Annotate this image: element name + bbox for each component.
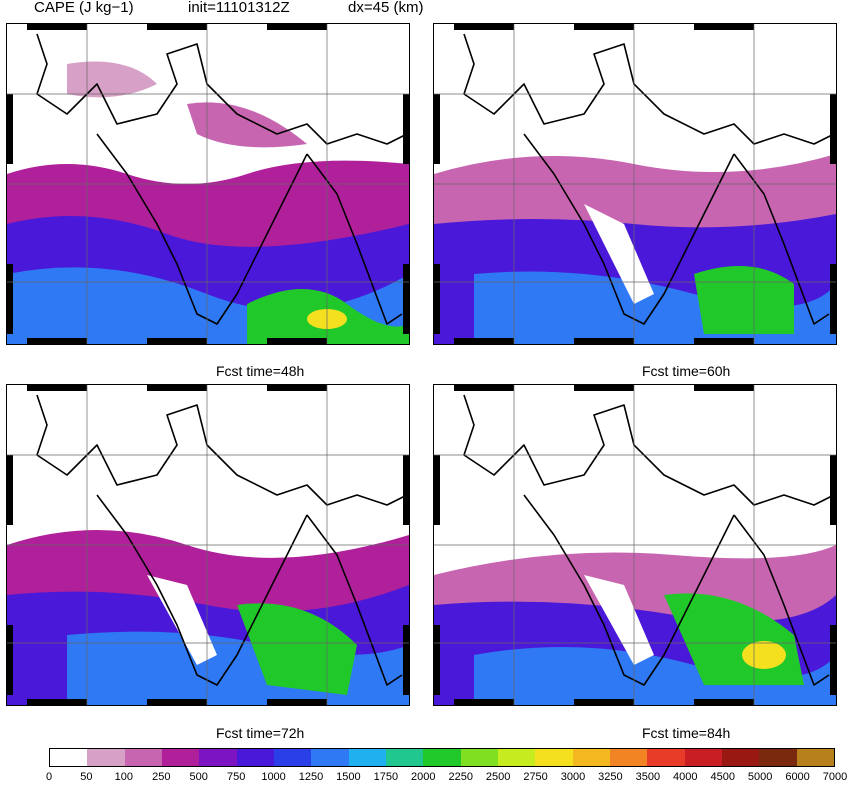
colorbar-swatch: [535, 749, 573, 766]
colorbar-tick-label: 500: [189, 771, 208, 783]
caption-84h: Fcst time=84h: [642, 725, 731, 741]
colorbar-swatch: [385, 749, 424, 766]
colorbar-tick-label: 2500: [485, 771, 511, 783]
grid-spacing: dx=45 (km): [348, 0, 424, 16]
colorbar: [49, 748, 835, 767]
colorbar-swatch: [796, 749, 834, 766]
map-panel-2: [433, 23, 837, 345]
colorbar-tick-label: 4000: [673, 771, 698, 783]
colorbar-tick-label: 5000: [747, 771, 773, 783]
colorbar-swatch: [87, 749, 125, 766]
cape-map-1: [7, 24, 409, 344]
cape-map-4: [434, 385, 836, 705]
colorbar-tick-label: 100: [114, 771, 134, 783]
colorbar-tick-label: 750: [226, 771, 246, 783]
colorbar-swatch: [759, 749, 797, 766]
colorbar-tick-label: 4500: [710, 771, 735, 783]
colorbar-tick-label: 1000: [261, 771, 286, 783]
colorbar-swatch: [199, 749, 237, 766]
colorbar-swatch: [348, 749, 386, 766]
colorbar-tick-label: 250: [152, 771, 171, 783]
colorbar-swatch: [609, 749, 648, 766]
colorbar-swatch: [721, 749, 760, 766]
colorbar-tick-label: 50: [80, 771, 93, 783]
caption-60h: Fcst time=60h: [642, 363, 731, 379]
colorbar-swatch: [124, 749, 162, 766]
colorbar-tick-label: 6000: [785, 771, 810, 783]
map-panel-1: [6, 23, 410, 345]
cape-map-3: [7, 385, 409, 705]
colorbar-swatch: [423, 749, 461, 766]
colorbar-tick-label: 3500: [635, 771, 661, 783]
colorbar-swatch: [684, 749, 722, 766]
init-time: init=11101312Z: [188, 0, 290, 16]
colorbar-tick-label: 2000: [411, 771, 436, 783]
colorbar-tick-label: 1250: [298, 771, 324, 783]
colorbar-tick-label: 3250: [598, 771, 623, 783]
colorbar-swatch: [273, 749, 312, 766]
colorbar-swatch: [647, 749, 685, 766]
colorbar-tick-label: 1500: [336, 771, 361, 783]
colorbar-swatch: [50, 749, 88, 766]
colorbar-swatch: [236, 749, 274, 766]
field-title: CAPE (J kg−1): [34, 0, 134, 16]
caption-48h: Fcst time=48h: [216, 363, 305, 379]
colorbar-tick-label: 2750: [523, 771, 548, 783]
colorbar-swatch: [572, 749, 610, 766]
colorbar-tick-label: 2250: [448, 771, 473, 783]
colorbar-tick-label: 0: [45, 771, 53, 783]
colorbar-swatch: [460, 749, 498, 766]
cape-map-2: [434, 24, 836, 344]
colorbar-tick-label: 3000: [560, 771, 586, 783]
map-panel-3: [6, 384, 410, 706]
colorbar-swatch: [311, 749, 349, 766]
colorbar-tick-label: 1750: [373, 771, 399, 783]
caption-72h: Fcst time=72h: [216, 725, 305, 741]
colorbar-swatch: [497, 749, 536, 766]
map-panel-4: [433, 384, 837, 706]
colorbar-tick-label: 7000: [822, 771, 848, 783]
colorbar-swatch: [161, 749, 200, 766]
